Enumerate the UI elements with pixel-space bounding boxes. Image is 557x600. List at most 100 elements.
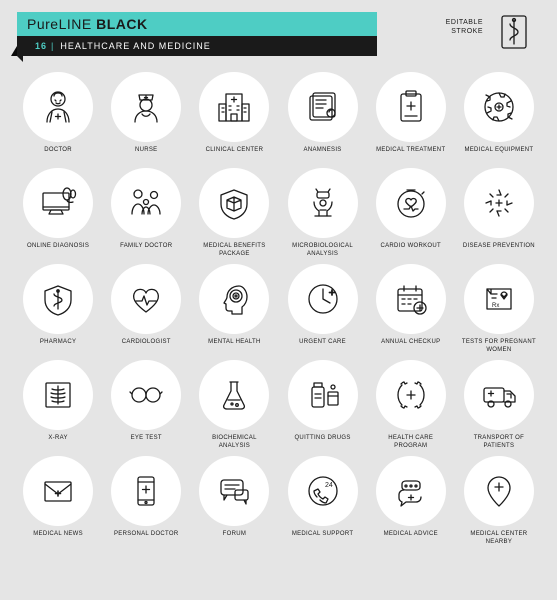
icon-grid: DOCTOR NURSE CLINICAL CENTER ANAMNESIS MEDIC…	[17, 72, 540, 546]
icon-label: FORUM	[223, 530, 247, 538]
disease-prevention-icon	[464, 168, 534, 238]
icon-cell: MICROBIOLOGICAL ANALYSIS	[281, 168, 363, 258]
icon-label: ANNUAL CHECKUP	[381, 338, 440, 346]
medical-treatment-icon	[376, 72, 446, 142]
icon-label: MICROBIOLOGICAL ANALYSIS	[285, 242, 361, 258]
icon-cell: PERSONAL DOCTOR	[105, 456, 187, 546]
ribbon-tail-icon	[17, 56, 23, 62]
icon-cell: MEDICAL NEWS	[17, 456, 99, 546]
icon-label: ANAMNESIS	[304, 146, 342, 154]
icon-label: PERSONAL DOCTOR	[114, 530, 179, 538]
icon-label: MEDICAL ADVICE	[384, 530, 438, 538]
icon-cell: X-RAY	[17, 360, 99, 450]
svg-text:Rx: Rx	[492, 303, 499, 309]
quitting-drugs-icon	[288, 360, 358, 430]
icon-cell: MEDICAL BENEFITS PACKAGE	[193, 168, 275, 258]
icon-label: MEDICAL SUPPORT	[292, 530, 354, 538]
icon-label: URGENT CARE	[299, 338, 346, 346]
icon-cell: QUITTING DRUGS	[281, 360, 363, 450]
icon-cell: CLINICAL CENTER	[193, 72, 275, 162]
icon-label: MENTAL HEALTH	[208, 338, 260, 346]
xray-icon	[23, 360, 93, 430]
icon-label: CLINICAL CENTER	[206, 146, 264, 154]
icon-set-frame: PureLINE BLACK 16 | HEALTHCARE AND MEDIC…	[0, 0, 557, 600]
icon-label: MEDICAL CENTER NEARBY	[461, 530, 537, 546]
icon-cell: EYE TEST	[105, 360, 187, 450]
icon-cell: Rx TESTS FOR PREGNANT WOMEN	[458, 264, 540, 354]
editable-label: EDITABLESTROKE	[446, 18, 483, 36]
ribbon-fold-icon	[11, 36, 17, 56]
annual-checkup-icon	[376, 264, 446, 334]
icon-cell: MEDICAL CENTER NEARBY	[458, 456, 540, 546]
icon-label: TRANSPORT OF PATIENTS	[461, 434, 537, 450]
icon-cell: FAMILY DOCTOR	[105, 168, 187, 258]
icon-cell: ONLINE DIAGNOSIS	[17, 168, 99, 258]
pregnant-tests-icon: Rx	[464, 264, 534, 334]
brand-bar: PureLINE BLACK	[17, 12, 377, 36]
icon-label: MEDICAL BENEFITS PACKAGE	[196, 242, 272, 258]
icon-cell: MEDICAL ADVICE	[370, 456, 452, 546]
icon-cell: MENTAL HEALTH	[193, 264, 275, 354]
medical-equipment-icon	[464, 72, 534, 142]
icon-cell: CARDIO WORKOUT	[370, 168, 452, 258]
icon-cell: NURSE	[105, 72, 187, 162]
icon-label: MEDICAL NEWS	[33, 530, 83, 538]
anamnesis-icon	[288, 72, 358, 142]
icon-label: X-RAY	[48, 434, 67, 442]
icon-label: DISEASE PREVENTION	[463, 242, 535, 250]
pharmacy-icon	[23, 264, 93, 334]
icon-label: EYE TEST	[131, 434, 162, 442]
icon-cell: ANAMNESIS	[281, 72, 363, 162]
personal-doctor-icon	[111, 456, 181, 526]
urgent-care-icon	[288, 264, 358, 334]
set-info-bar: 16 | HEALTHCARE AND MEDICINE	[17, 36, 377, 56]
editable-stroke-icon	[497, 12, 531, 52]
icon-cell: TRANSPORT OF PATIENTS	[458, 360, 540, 450]
set-title: HEALTHCARE AND MEDICINE	[60, 41, 210, 51]
online-diagnosis-icon	[23, 168, 93, 238]
medical-support-icon: 24	[288, 456, 358, 526]
brand-thin: Pure	[27, 16, 59, 32]
icon-label: FAMILY DOCTOR	[120, 242, 172, 250]
medical-center-icon	[464, 456, 534, 526]
eye-test-icon	[111, 360, 181, 430]
icon-cell: CARDIOLOGIST	[105, 264, 187, 354]
icon-label: HEALTH CARE PROGRAM	[373, 434, 449, 450]
icon-label: MEDICAL TREATMENT	[376, 146, 445, 154]
icon-label: MEDICAL EQUIPMENT	[464, 146, 533, 154]
medical-advice-icon	[376, 456, 446, 526]
medical-news-icon	[23, 456, 93, 526]
clinical-center-icon	[199, 72, 269, 142]
icon-label: TESTS FOR PREGNANT WOMEN	[461, 338, 537, 354]
icon-label: BIOCHEMICAL ANALYSIS	[196, 434, 272, 450]
cardio-workout-icon	[376, 168, 446, 238]
svg-text:24: 24	[325, 482, 333, 489]
icon-cell: 24 MEDICAL SUPPORT	[281, 456, 363, 546]
cardiologist-icon	[111, 264, 181, 334]
icon-cell: PHARMACY	[17, 264, 99, 354]
biochemical-icon	[199, 360, 269, 430]
icon-label: NURSE	[135, 146, 158, 154]
transport-icon	[464, 360, 534, 430]
icon-label: CARDIO WORKOUT	[380, 242, 441, 250]
icon-label: QUITTING DRUGS	[294, 434, 350, 442]
icon-label: CARDIOLOGIST	[122, 338, 171, 346]
doctor-icon	[23, 72, 93, 142]
mental-health-icon	[199, 264, 269, 334]
icon-label: PHARMACY	[40, 338, 76, 346]
icon-cell: BIOCHEMICAL ANALYSIS	[193, 360, 275, 450]
icon-cell: URGENT CARE	[281, 264, 363, 354]
icon-label: ONLINE DIAGNOSIS	[27, 242, 89, 250]
medical-benefits-icon	[199, 168, 269, 238]
brand-mid: LINE	[59, 16, 92, 32]
forum-icon	[199, 456, 269, 526]
icon-cell: DISEASE PREVENTION	[458, 168, 540, 258]
icon-cell: MEDICAL TREATMENT	[370, 72, 452, 162]
family-doctor-icon	[111, 168, 181, 238]
nurse-icon	[111, 72, 181, 142]
icon-label: DOCTOR	[44, 146, 72, 154]
icon-cell: DOCTOR	[17, 72, 99, 162]
icon-cell: FORUM	[193, 456, 275, 546]
brand-bold: BLACK	[96, 16, 148, 32]
header: PureLINE BLACK 16 | HEALTHCARE AND MEDIC…	[0, 0, 557, 62]
